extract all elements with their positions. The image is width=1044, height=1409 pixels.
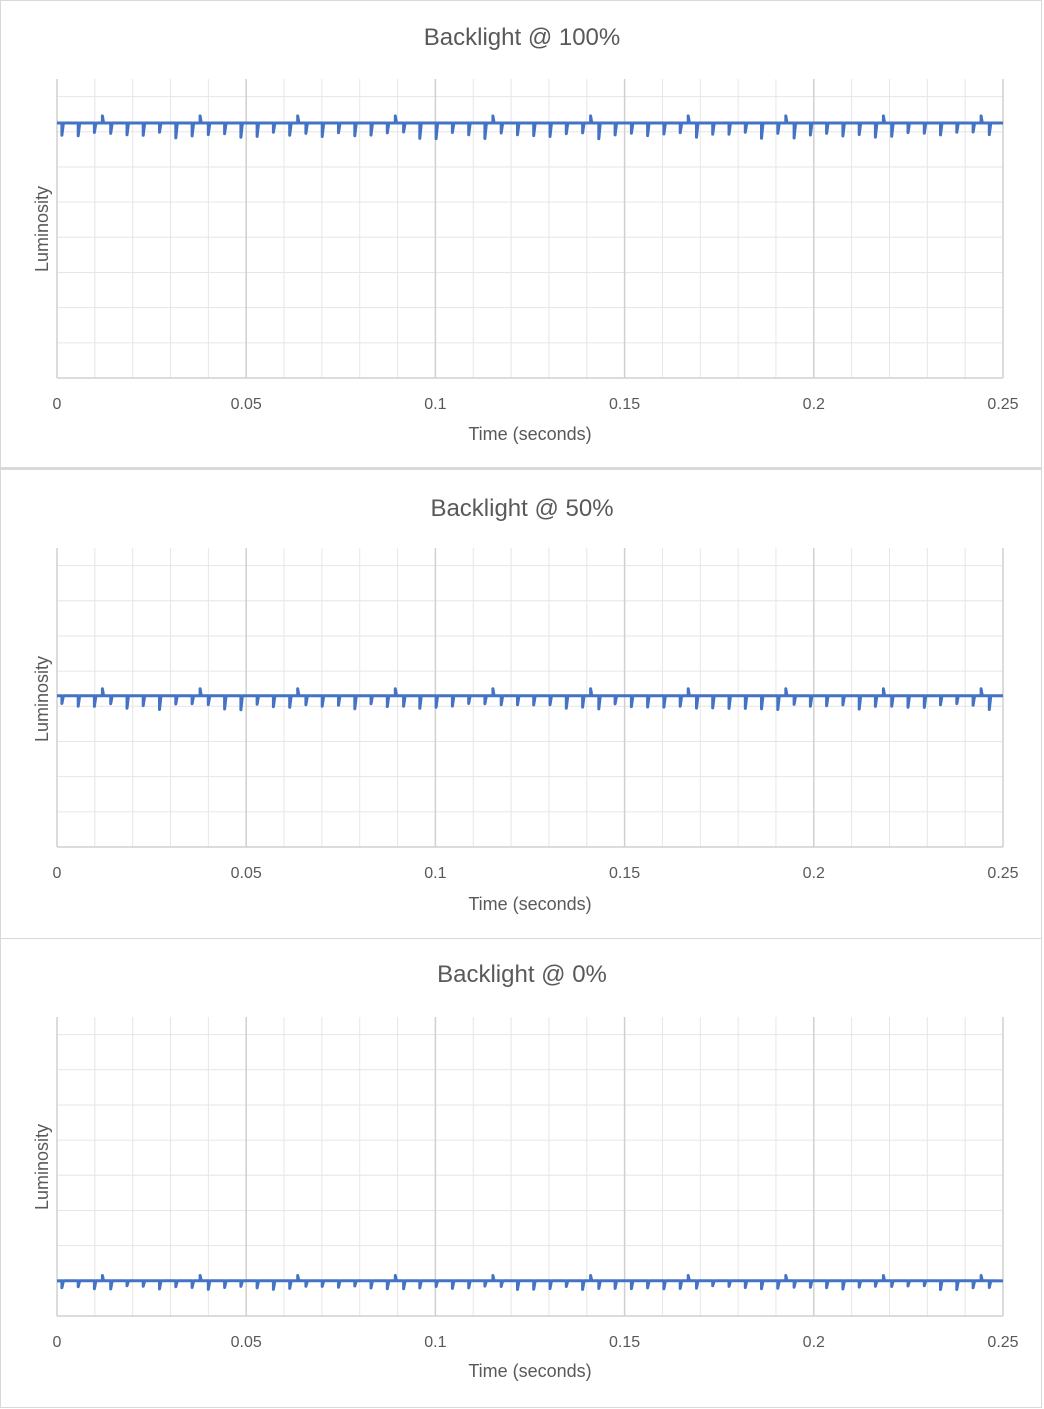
y-axis-title: Luminosity	[32, 1124, 52, 1210]
y-axis-title: Luminosity	[32, 656, 52, 742]
x-axis-title: Time (seconds)	[468, 894, 591, 914]
chart-0: Backlight @ 0% 0 0.05 0.1 0.15 0.2 0.25 Time …	[32, 961, 1019, 1381]
x-tick-label: 0.1	[424, 865, 446, 882]
luminosity-series-line	[56, 1274, 1004, 1291]
chart-panel-100: Backlight @ 100% 0 0.05 0.1 0.15 0.2 0.25 Tim…	[0, 0, 1042, 470]
chart-panel-0: Backlight @ 0% 0 0.05 0.1 0.15 0.2 0.25 Time …	[0, 938, 1042, 1408]
x-tick-label: 0	[53, 865, 62, 882]
x-tick-label: 0.25	[987, 865, 1018, 882]
x-axis-title: Time (seconds)	[468, 1361, 591, 1381]
x-tick-label: 0.05	[231, 396, 262, 413]
x-tick-label: 0.1	[424, 1334, 446, 1351]
luminosity-series-line	[56, 687, 1004, 712]
x-tick-label: 0.15	[609, 396, 640, 413]
chart-title: Backlight @ 100%	[424, 24, 620, 51]
x-tick-label: 0.1	[424, 396, 446, 413]
x-axis-title: Time (seconds)	[468, 424, 591, 444]
x-tick-label: 0.2	[803, 1334, 825, 1351]
x-tick-label: 0.2	[803, 865, 825, 882]
chart-100: Backlight @ 100% 0 0.05 0.1 0.15 0.2 0.25 Tim…	[32, 24, 1019, 444]
x-tick-label: 0.05	[231, 1334, 262, 1351]
chart-title: Backlight @ 0%	[437, 961, 607, 988]
x-tick-label: 0.25	[987, 1334, 1018, 1351]
chart-panel-50: Backlight @ 50% 0 0.05 0.1 0.15 0.2 0.25 Time…	[0, 469, 1042, 939]
x-tick-label: 0.15	[609, 1334, 640, 1351]
x-tick-label: 0.2	[803, 396, 825, 413]
x-tick-label: 0	[53, 1334, 62, 1351]
y-axis-title: Luminosity	[32, 186, 52, 272]
x-tick-label: 0.15	[609, 865, 640, 882]
x-tick-label: 0	[53, 396, 62, 413]
x-tick-label: 0.25	[987, 396, 1018, 413]
chart-title: Backlight @ 50%	[430, 495, 613, 522]
luminosity-series-line	[56, 114, 1004, 141]
x-tick-label: 0.05	[231, 865, 262, 882]
chart-50: Backlight @ 50% 0 0.05 0.1 0.15 0.2 0.25 Time…	[32, 495, 1019, 914]
